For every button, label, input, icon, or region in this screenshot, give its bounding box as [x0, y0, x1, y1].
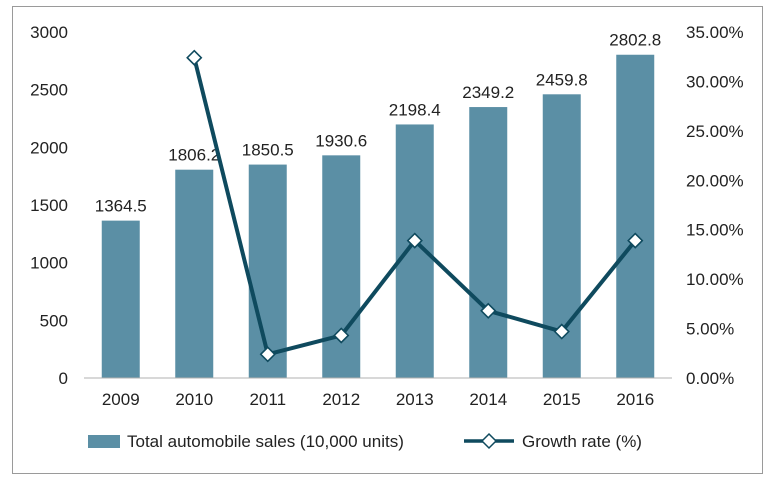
x-tick-2013: 2013	[396, 390, 434, 409]
y-right-tick-35.00%: 35.00%	[686, 23, 744, 42]
y-right-tick-15.00%: 15.00%	[686, 221, 744, 240]
y-left-tick-1500: 1500	[30, 196, 68, 215]
line-group	[186, 49, 644, 363]
y-right-tick-25.00%: 25.00%	[686, 122, 744, 141]
bar-2011	[248, 164, 287, 378]
y-left-tick-1000: 1000	[30, 254, 68, 273]
growth-point-2012	[333, 327, 350, 344]
bar-labels-group: 1364.5 1806.2 1850.5 1930.6 2198.4 2349.2 2459…	[95, 31, 662, 216]
growth-point-2011	[259, 346, 276, 363]
chart-frame	[12, 6, 763, 474]
x-tick-2012: 2012	[322, 390, 360, 409]
x-tick-2009: 2009	[102, 390, 140, 409]
bar-label-2014: 2349.2	[462, 83, 514, 102]
bar-label-2016: 2802.8	[609, 31, 661, 50]
bar-2009	[101, 220, 140, 378]
legend: Total automobile sales (10,000 units) Gr…	[88, 432, 642, 451]
y-left-tick-3000: 3000	[30, 23, 68, 42]
x-tick-2010: 2010	[175, 390, 213, 409]
legend-bar-swatch	[88, 435, 120, 448]
x-tick-2014: 2014	[469, 390, 507, 409]
bar-label-2013: 2198.4	[389, 100, 441, 119]
legend-line-marker	[480, 432, 498, 450]
growth-point-2013	[406, 232, 423, 249]
growth-point-2015	[553, 323, 570, 340]
y-right-tick-5.00%: 5.00%	[686, 320, 734, 339]
bar-label-2012: 1930.6	[315, 131, 367, 150]
axes-group: 2009 2010 2011 2012 2013 2014 2015 2016 0 500 1000…	[30, 23, 744, 409]
y-left-tick-0: 0	[59, 369, 68, 388]
y-right-tick-30.00%: 30.00%	[686, 72, 744, 91]
legend-line-label: Growth rate (%)	[522, 432, 642, 451]
bar-label-2015: 2459.8	[536, 70, 588, 89]
bar-label-2010: 1806.2	[168, 146, 220, 165]
x-tick-2015: 2015	[543, 390, 581, 409]
bar-2010	[175, 169, 214, 378]
bars-group	[101, 54, 655, 379]
growth-point-2010	[186, 49, 203, 66]
growth-point-2016	[627, 232, 644, 249]
y-left-tick-2500: 2500	[30, 81, 68, 100]
bar-label-2011: 1850.5	[242, 141, 294, 160]
x-tick-2016: 2016	[616, 390, 654, 409]
y-left-tick-500: 500	[40, 311, 68, 330]
growth-point-2014	[480, 302, 497, 319]
bar-label-2009: 1364.5	[95, 197, 147, 216]
x-tick-2011: 2011	[249, 390, 286, 409]
y-left-tick-2000: 2000	[30, 138, 68, 157]
y-right-tick-10.00%: 10.00%	[686, 270, 744, 289]
legend-bar-label: Total automobile sales (10,000 units)	[127, 432, 404, 451]
bar-2016	[616, 54, 655, 378]
y-right-tick-0.00%: 0.00%	[686, 369, 734, 388]
y-right-tick-20.00%: 20.00%	[686, 171, 744, 190]
bar-2012	[322, 155, 361, 378]
bar-2014	[469, 107, 508, 379]
